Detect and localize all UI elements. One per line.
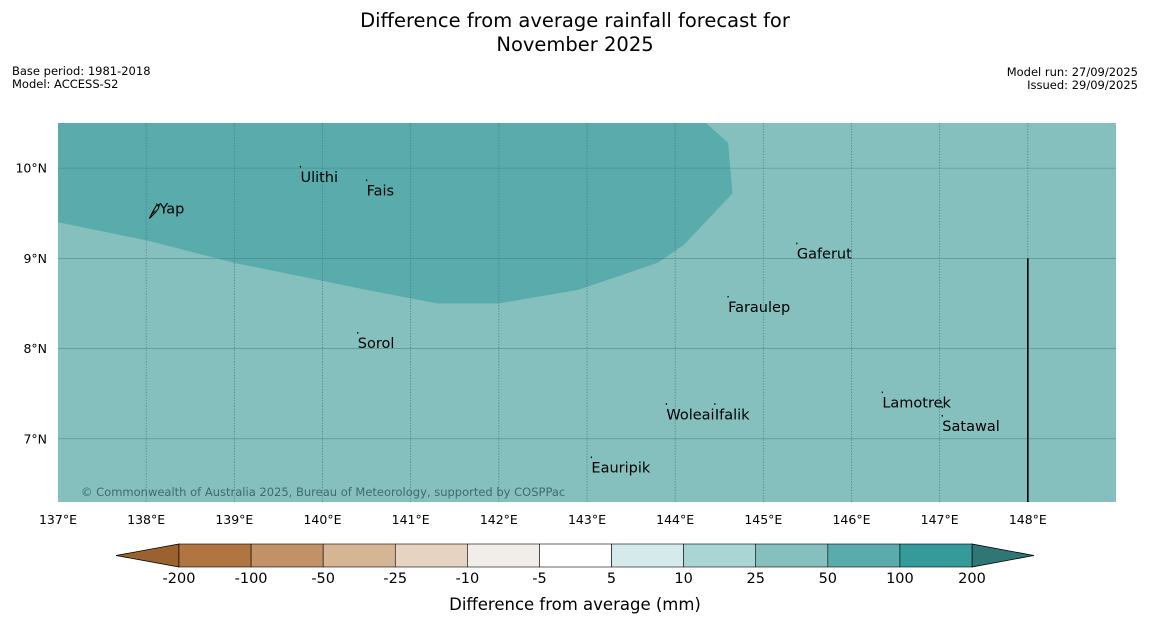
place-label: Ifalik — [715, 407, 750, 423]
colorbar-tick-label: 100 — [886, 571, 914, 587]
colorbar-tick-label: 200 — [958, 571, 986, 587]
place-faraulep: Faraulep — [727, 295, 790, 316]
model-text: Model: ACCESS-S2 — [12, 77, 119, 91]
colorbar-bin — [755, 543, 829, 568]
longitude-tick-label: 143°E — [568, 512, 606, 527]
longitude-tick-label: 140°E — [303, 512, 341, 527]
island-marker — [796, 242, 798, 245]
place-label: Satawal — [942, 419, 999, 435]
meta-left: Base period: 1981-2018 Model: ACCESS-S2 — [12, 65, 151, 91]
colorbar-bin — [394, 543, 468, 568]
colorbar-tick-label: 5 — [607, 571, 616, 587]
place-label: Sorol — [358, 336, 395, 352]
longitude-tick-label: 141°E — [392, 512, 430, 527]
place-label: Lamotrek — [882, 396, 951, 412]
place-sorol: Sorol — [357, 331, 395, 352]
latitude-tick-label: 7°N — [23, 431, 47, 446]
colorbar-tick-label: -50 — [311, 571, 335, 587]
colorbar-bin — [827, 543, 901, 568]
longitude-tick-label: 137°E — [39, 512, 77, 527]
base-period-text: Base period: 1981-2018 — [12, 64, 151, 78]
colorbar-bin — [899, 543, 973, 568]
island-marker — [357, 331, 359, 334]
longitude-tick-label: 144°E — [656, 512, 694, 527]
longitude-tick-label: 142°E — [480, 512, 518, 527]
place-lamotrek: Lamotrek — [881, 391, 952, 412]
island-outline — [155, 203, 159, 207]
colorbar-tick-label: -10 — [456, 571, 480, 587]
place-yap: Yap — [148, 202, 184, 219]
map-area: © Commonwealth of Australia 2025, Bureau… — [58, 123, 1116, 502]
colorbar-tick-label: -25 — [383, 571, 407, 587]
island-marker — [727, 295, 729, 298]
island-marker — [881, 391, 883, 394]
island-marker — [590, 456, 593, 459]
place-eauripik: Eauripik — [590, 456, 651, 477]
place-fais: Fais — [365, 179, 394, 199]
colorbar-tick-label: -200 — [163, 571, 196, 587]
colorbar-bin — [467, 543, 540, 568]
islet-marker — [941, 406, 944, 409]
place-label: Yap — [158, 202, 184, 218]
issued-text: Issued: 29/09/2025 — [1027, 78, 1138, 92]
latitude-tick-label: 9°N — [23, 251, 47, 266]
latitude-tick-label: 10°N — [15, 161, 47, 176]
map-axes: 137°E 138°E 139°E 140°E 141°E 142°E 143°E 144°E… — [15, 161, 1046, 527]
place-labels: Ulithi Fais Yap Gaferut Faraulep Sorol Lamotre… — [148, 165, 1000, 477]
longitude-tick-label: 146°E — [832, 512, 870, 527]
colorbar-bin — [178, 543, 252, 568]
place-satawal: Satawal — [941, 415, 1000, 435]
colorbar-tick-label: 25 — [747, 571, 765, 587]
place-ifalik: Ifalik — [714, 403, 750, 423]
longitude-tick-label: 145°E — [744, 512, 782, 527]
meta-right: Model run: 27/09/2025 Issued: 29/09/2025 — [1007, 66, 1138, 92]
colorbar-bin — [250, 543, 324, 568]
map-title: Difference from average rainfall forecas… — [0, 9, 1150, 57]
colorbar-tick-label: 50 — [819, 571, 837, 587]
place-woleai: Woleai — [665, 403, 715, 423]
longitude-tick-label: 147°E — [921, 512, 959, 527]
island-outline — [151, 210, 156, 215]
place-label: Faraulep — [728, 300, 790, 316]
model-run-text: Model run: 27/09/2025 — [1006, 65, 1138, 79]
island-marker — [941, 415, 943, 417]
island-marker — [299, 165, 302, 168]
colorbar-extend-low — [115, 543, 180, 568]
place-label: Ulithi — [300, 170, 338, 186]
colorbar-bin — [683, 543, 757, 568]
colorbar-extend-high — [971, 543, 1035, 568]
place-gaferut: Gaferut — [796, 242, 852, 263]
longitude-tick-label: 139°E — [215, 512, 253, 527]
colorbar-tick-label: -5 — [532, 571, 546, 587]
latitude-tick-label: 8°N — [23, 341, 47, 356]
island-outline — [148, 203, 161, 219]
island-marker — [714, 403, 716, 405]
colorbar-title: Difference from average (mm) — [449, 595, 701, 614]
place-label: Fais — [367, 183, 394, 199]
colorbar-bin — [322, 543, 396, 568]
colorbar-bin — [611, 543, 684, 568]
colorbar-bin — [539, 543, 612, 568]
place-label: Woleai — [666, 407, 714, 423]
place-label: Eauripik — [591, 461, 650, 477]
place-ulithi: Ulithi — [299, 165, 338, 186]
colorbar-legend: -200 -100 -50 -25 -10 -5 5 10 25 50 100 200 Differen… — [115, 543, 1035, 614]
colorbar-tick-label: -100 — [235, 571, 268, 587]
longitude-tick-label: 148°E — [1009, 512, 1047, 527]
island-marker — [665, 403, 667, 405]
map-title-line2: November 2025 — [496, 33, 654, 56]
island-marker — [365, 179, 368, 182]
place-label: Gaferut — [797, 247, 852, 263]
copyright-text: © Commonwealth of Australia 2025, Bureau… — [81, 485, 565, 499]
colorbar-tick-label: 10 — [674, 571, 692, 587]
map-title-line1: Difference from average rainfall forecas… — [360, 9, 790, 32]
longitude-tick-label: 138°E — [127, 512, 165, 527]
